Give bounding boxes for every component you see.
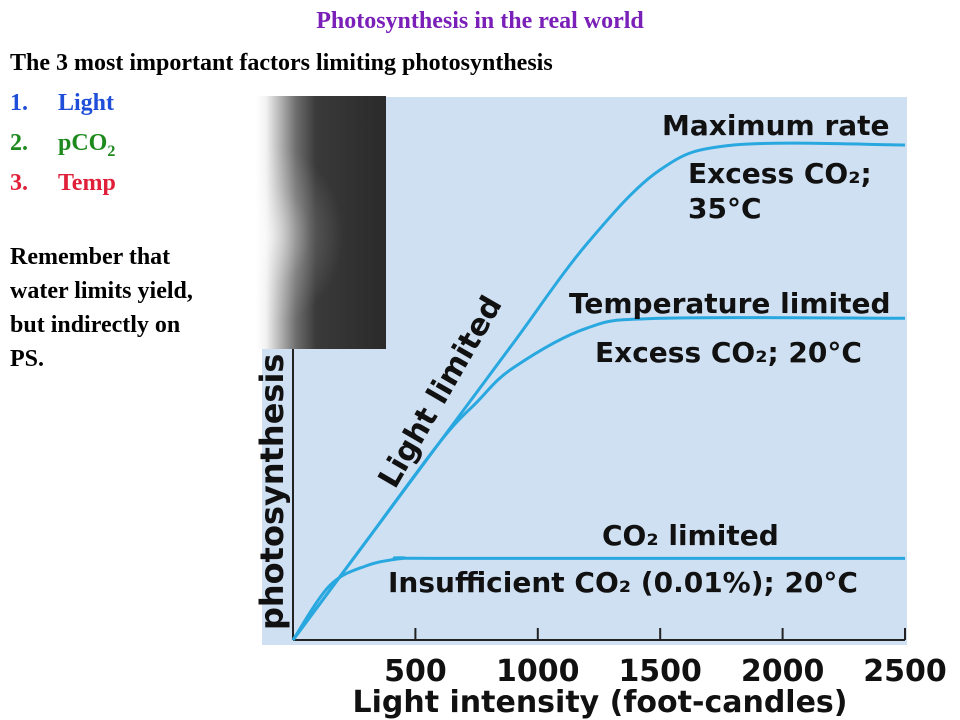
x-tick-label: 1500 xyxy=(618,654,702,689)
note-line: water limits yield, xyxy=(10,278,193,304)
factor-number: 1. xyxy=(10,90,28,116)
factor-label: pCO xyxy=(58,130,108,156)
x-tick-label: 2500 xyxy=(863,654,947,689)
curve-series-3 xyxy=(291,556,905,641)
factor-label: Light xyxy=(58,90,115,116)
slide-subtitle: The 3 most important factors limiting ph… xyxy=(10,50,553,76)
curve-series-2 xyxy=(291,316,906,641)
x-tick-label: 1000 xyxy=(496,654,580,689)
annotation-temp-limited-detail: Excess CO₂; 20°C xyxy=(595,336,862,369)
note-line: but indirectly on xyxy=(10,312,181,338)
annotation-co2-limited: CO₂ limited xyxy=(602,519,779,552)
annotation-max-rate-detail-2: 35°C xyxy=(688,192,762,225)
x-tick-label: 2000 xyxy=(741,654,825,689)
note-line: PS. xyxy=(10,346,45,372)
y-axis-label: photosynthesis xyxy=(253,354,291,630)
x-tick-label: 500 xyxy=(384,654,447,689)
factor-label: Temp xyxy=(58,170,116,196)
factor-pco2: 2. pCO2 xyxy=(10,130,115,161)
note-text: Remember that water limits yield, but in… xyxy=(10,240,193,376)
leaf-photo xyxy=(256,96,386,349)
curves xyxy=(291,141,906,641)
x-ticks: 500 1000 1500 2000 2500 xyxy=(384,628,947,689)
factor-number: 2. xyxy=(10,130,28,156)
annotation-co2-limited-detail: Insufficient CO₂ (0.01%); 20°C xyxy=(388,566,858,599)
factor-subscript: 2 xyxy=(107,142,116,160)
slide-title: Photosynthesis in the real world xyxy=(316,8,644,34)
factor-number: 3. xyxy=(10,170,28,196)
annotation-max-rate-detail-1: Excess CO₂; xyxy=(688,157,872,190)
factor-light: 1. Light xyxy=(10,90,114,117)
annotation-max-rate: Maximum rate xyxy=(662,109,890,142)
x-axis-label: Light intensity (foot-candles) xyxy=(352,685,847,720)
note-line: Remember that xyxy=(10,244,171,270)
annotation-temp-limited: Temperature limited xyxy=(569,287,891,320)
factor-temp: 3. Temp xyxy=(10,170,116,197)
